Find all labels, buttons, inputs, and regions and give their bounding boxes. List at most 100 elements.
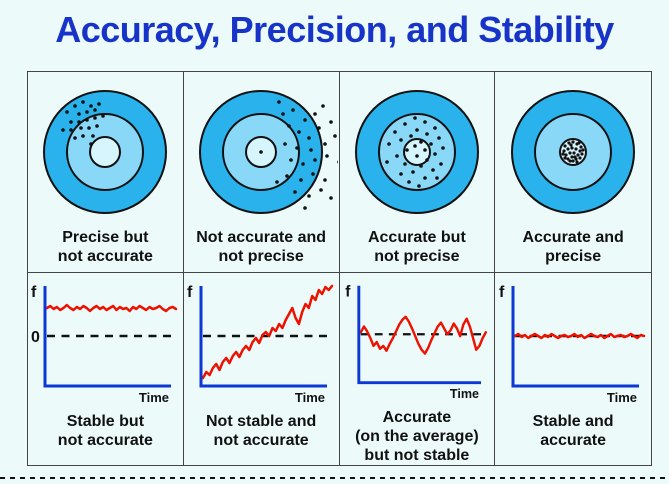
measurement-dot	[385, 160, 389, 164]
caption-line: accurate	[540, 432, 607, 449]
measurement-dot	[423, 176, 427, 180]
measurement-dot	[313, 112, 317, 116]
measurement-dot	[87, 126, 92, 130]
measurement-dot	[395, 154, 399, 158]
caption-line: not precise	[374, 248, 460, 265]
measurement-dot	[313, 158, 317, 162]
target-cell-not-accurate-not-precise: Not accurate and not precise	[183, 72, 340, 273]
time-series-plot: f Time	[345, 283, 487, 401]
measurement-dot	[409, 134, 413, 138]
measurement-dot	[307, 194, 311, 198]
caption-line: (on the average)	[355, 428, 479, 445]
bullseye-target-diagram	[199, 90, 339, 214]
measurement-dot	[411, 170, 415, 174]
caption-line: but not stable	[364, 447, 470, 464]
measurement-dot	[574, 147, 578, 151]
measurement-dot	[405, 148, 409, 152]
measurement-dot	[321, 104, 325, 108]
measurement-dot	[281, 112, 285, 116]
time-series-plot: f Time	[187, 284, 334, 405]
measurement-dot	[413, 144, 417, 148]
measurement-dot	[561, 152, 565, 156]
measurement-dot	[423, 120, 427, 124]
target-caption: Not accurate and not precise	[196, 228, 326, 266]
measurement-dot	[89, 142, 94, 146]
caption-line: Accurate but	[367, 229, 466, 246]
measurement-dot	[293, 190, 297, 194]
measurement-dot	[325, 154, 329, 158]
measurement-dot	[429, 142, 433, 146]
y-axis-label: f	[499, 284, 505, 301]
measurement-dot	[569, 143, 573, 147]
target-cell-accurate-not-precise: Accurate but not precise	[339, 72, 496, 273]
measurement-dot	[399, 138, 403, 142]
measurement-dot	[283, 142, 287, 146]
caption-line: Not accurate and	[196, 229, 327, 246]
measurement-dot	[435, 176, 439, 180]
target-bullseye	[402, 138, 431, 166]
caption-line: not accurate	[57, 432, 153, 449]
measurement-dot	[337, 160, 339, 164]
measurement-dot	[576, 153, 580, 157]
measurement-dot	[403, 122, 407, 126]
target-bullseye	[89, 136, 122, 168]
measurement-dot	[433, 126, 437, 130]
measurement-dot	[573, 155, 577, 159]
bullseye-target-diagram	[354, 90, 479, 214]
x-axis-label: Time	[450, 387, 479, 401]
caption-line: Accurate and	[522, 229, 624, 246]
measurement-dot	[91, 134, 96, 138]
measurement-dot	[413, 116, 417, 120]
plot-cell-accurate-not-stable: f Time Accurate (on the average) but not st…	[340, 273, 496, 465]
measurement-dot	[439, 162, 443, 166]
measurement-dot	[299, 178, 303, 182]
measurement-dot	[73, 104, 78, 108]
measurement-dot	[572, 151, 576, 155]
signal-trace	[359, 315, 487, 355]
measurement-dot	[285, 174, 289, 178]
caption-line: not accurate	[213, 432, 309, 449]
measurement-dot	[303, 118, 307, 122]
measurement-dot	[566, 147, 570, 151]
measurement-dot	[77, 120, 82, 124]
measurement-dot	[571, 140, 575, 144]
plot-caption: Stable but not accurate	[58, 412, 153, 450]
y-axis-label: f	[345, 283, 351, 300]
measurement-dot	[295, 146, 299, 150]
caption-line: Stable but	[66, 413, 145, 430]
measurement-dot	[441, 146, 445, 150]
measurement-dot	[425, 158, 429, 162]
x-axis-label: Time	[607, 390, 637, 405]
measurement-dot	[329, 120, 333, 124]
measurement-dot	[407, 180, 411, 184]
measurement-dot	[568, 159, 572, 163]
measurement-dot	[65, 110, 70, 114]
page-title: Accuracy, Precision, and Stability	[55, 9, 614, 50]
measurement-dot	[89, 104, 94, 108]
measurement-dot	[79, 126, 84, 130]
plot-axes	[357, 285, 481, 385]
measurement-dot	[323, 178, 327, 182]
y-axis-label: f	[187, 284, 193, 301]
caption-line: precise	[545, 248, 602, 265]
measurement-dot	[69, 128, 74, 132]
measurement-dot	[399, 172, 403, 176]
measurement-dot	[329, 196, 333, 200]
measurement-dot	[419, 140, 423, 144]
measurement-dot	[301, 162, 305, 166]
measurement-dot	[570, 155, 574, 159]
measurement-dot	[581, 148, 585, 152]
plot-axes	[511, 286, 640, 388]
measurement-dot	[433, 152, 437, 156]
measurement-dot	[393, 130, 397, 134]
measurement-dot	[571, 159, 575, 163]
signal-trace	[46, 303, 178, 313]
measurement-dot	[61, 128, 66, 132]
measurement-dot	[277, 100, 281, 104]
caption-line: not accurate	[57, 248, 153, 265]
page-bottom-dashed-line	[0, 477, 669, 479]
time-series-plot: f Time	[499, 284, 646, 405]
target-cell-precise-not-accurate: Precise but not accurate	[28, 72, 184, 273]
measurement-dot	[564, 153, 568, 157]
